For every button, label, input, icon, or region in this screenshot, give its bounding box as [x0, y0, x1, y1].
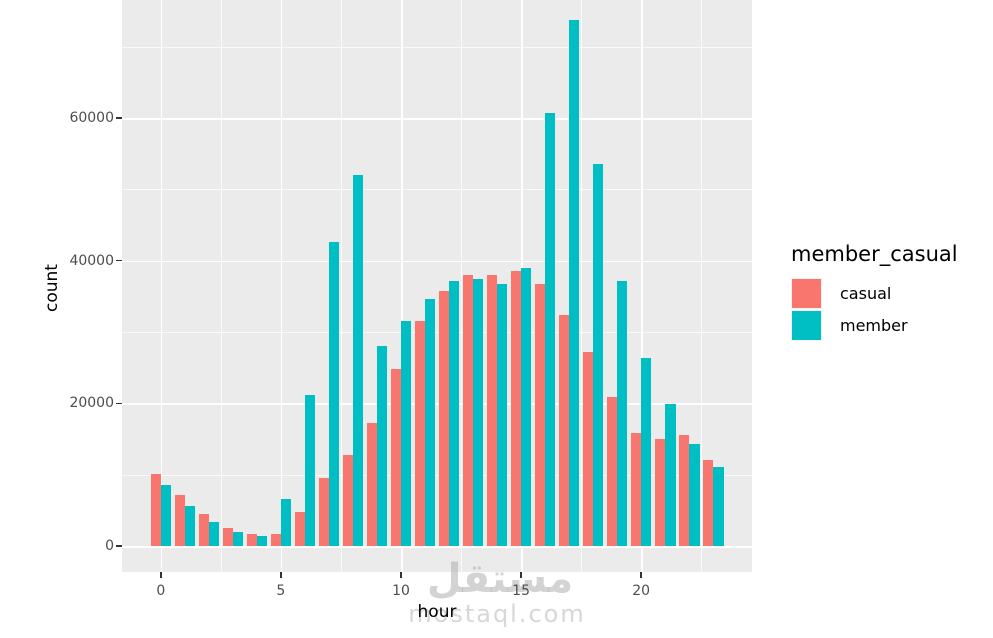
- bar-casual-hour-7: [318, 477, 329, 546]
- y-tick-label-40000: 40000: [69, 252, 114, 269]
- gridline-x-0: [160, 0, 163, 572]
- bar-member-hour-1: [184, 506, 196, 546]
- bar-member-hour-7: [328, 242, 340, 546]
- legend-item-casual: casual: [791, 278, 958, 309]
- bar-member-hour-22: [689, 443, 700, 546]
- gridline-y-20000: [122, 403, 752, 405]
- gridline-x-minor-2.5: [220, 0, 222, 572]
- bar-casual-hour-1: [174, 494, 185, 546]
- bar-casual-hour-21: [654, 439, 666, 546]
- legend: member_casual casual member: [791, 242, 958, 342]
- bar-member-hour-8: [352, 175, 364, 546]
- y-axis-tick-labels: 0 20000 40000 60000: [0, 0, 114, 572]
- bar-casual-hour-22: [678, 434, 690, 546]
- bar-casual-hour-12: [438, 290, 450, 546]
- gridline-y-minor-10000: [122, 474, 752, 476]
- bar-member-hour-18: [593, 163, 604, 546]
- bar-casual-hour-15: [510, 271, 522, 546]
- legend-item-member: member: [791, 310, 958, 341]
- bar-member-hour-23: [713, 466, 724, 546]
- bar-member-hour-9: [376, 346, 388, 546]
- bar-casual-hour-19: [606, 396, 618, 546]
- bar-casual-hour-2: [198, 514, 209, 546]
- gridline-x-10: [401, 0, 403, 572]
- gridline-x-20: [641, 0, 643, 572]
- gridline-x-minor-7.5: [340, 0, 342, 572]
- bar-casual-hour-17: [558, 314, 570, 546]
- x-tick-label-15: 15: [512, 583, 531, 599]
- x-tick-mark-0: [160, 572, 162, 578]
- bar-member-hour-11: [425, 299, 436, 546]
- gridline-y-40000: [122, 260, 752, 263]
- x-tick-mark-5: [280, 572, 282, 578]
- bar-casual-hour-14: [486, 274, 498, 546]
- legend-swatch-member: [791, 310, 822, 341]
- bar-member-hour-3: [232, 531, 244, 546]
- bar-member-hour-16: [545, 113, 556, 546]
- x-tick-mark-10: [400, 572, 402, 578]
- plot-panel: [122, 0, 752, 572]
- gridline-y-minor-70000: [122, 46, 752, 48]
- gridline-x-minor-22.5: [701, 0, 703, 572]
- x-tick-label-20: 20: [632, 583, 651, 599]
- legend-label-casual: casual: [840, 284, 892, 303]
- watermark-domain-text: mostaql.com: [408, 600, 586, 628]
- bar-casual-hour-18: [582, 351, 594, 546]
- bar-casual-hour-4: [246, 533, 257, 546]
- bar-member-hour-6: [304, 395, 316, 546]
- gridline-y-60000: [122, 118, 752, 120]
- bar-casual-hour-8: [342, 454, 353, 546]
- bar-casual-hour-9: [366, 423, 377, 546]
- bar-member-hour-13: [473, 279, 484, 546]
- legend-label-member: member: [840, 316, 908, 335]
- bar-member-hour-4: [256, 536, 268, 546]
- bar-member-hour-10: [401, 321, 412, 546]
- y-tick-label-60000: 60000: [69, 110, 114, 126]
- x-axis-title: hour: [417, 602, 457, 622]
- x-tick-mark-15: [520, 572, 522, 578]
- y-axis-title: count: [42, 264, 62, 312]
- bar-member-hour-15: [521, 267, 532, 546]
- gridline-x-5: [280, 0, 283, 572]
- bar-member-hour-2: [208, 521, 220, 546]
- bar-casual-hour-13: [462, 274, 474, 546]
- gridline-y-minor-30000: [122, 332, 752, 333]
- x-tick-label-5: 5: [276, 583, 286, 599]
- bar-casual-hour-11: [414, 320, 426, 546]
- legend-title: member_casual: [791, 242, 958, 266]
- bar-casual-hour-6: [294, 512, 305, 546]
- y-tick-label-20000: 20000: [69, 395, 114, 412]
- bar-member-hour-14: [497, 284, 508, 546]
- gridline-x-minor-17.5: [581, 0, 582, 572]
- bar-member-hour-19: [617, 281, 628, 546]
- bar-member-hour-0: [160, 485, 172, 546]
- legend-swatch-casual: [791, 278, 822, 309]
- y-tick-label-0: 0: [105, 538, 114, 554]
- bar-casual-hour-16: [534, 284, 546, 546]
- x-tick-label-10: 10: [392, 583, 410, 599]
- bar-member-hour-12: [449, 281, 460, 546]
- bar-casual-hour-5: [270, 533, 281, 546]
- gridline-y-0: [122, 546, 752, 548]
- bar-member-hour-21: [665, 404, 676, 546]
- bar-member-hour-20: [641, 358, 652, 546]
- bar-casual-hour-20: [630, 432, 642, 546]
- bar-casual-hour-23: [702, 459, 714, 546]
- bar-member-hour-5: [280, 498, 292, 546]
- bar-member-hour-17: [569, 20, 580, 546]
- bar-casual-hour-0: [150, 473, 161, 546]
- x-tick-label-0: 0: [156, 583, 166, 599]
- x-tick-mark-20: [640, 572, 642, 578]
- gridline-y-minor-50000: [122, 189, 752, 191]
- bar-casual-hour-3: [222, 528, 233, 546]
- bar-casual-hour-10: [390, 369, 401, 546]
- gridline-x-minor-12.5: [461, 0, 462, 572]
